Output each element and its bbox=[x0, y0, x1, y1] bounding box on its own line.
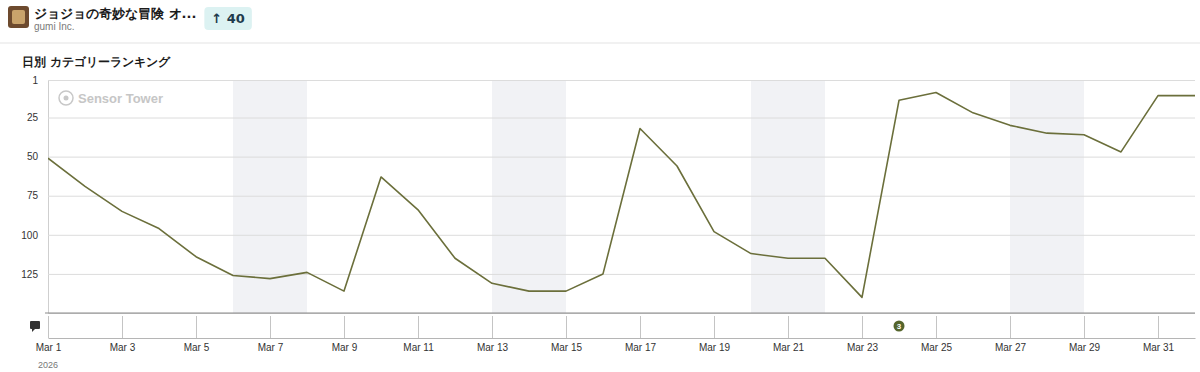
app-title: ジョジョの奇妙な冒険 オ... bbox=[34, 6, 196, 21]
x-tick: Mar 5 bbox=[184, 316, 210, 353]
change-badge: ↑ 40 bbox=[204, 7, 252, 30]
x-tick-line bbox=[344, 316, 345, 338]
x-tick-line bbox=[196, 316, 197, 338]
annotation-text: 3 bbox=[897, 322, 902, 331]
x-tick: Mar 31 bbox=[1143, 316, 1175, 353]
plot-marks bbox=[48, 93, 1195, 298]
x-tick: Mar 3 bbox=[110, 316, 136, 353]
x-tick-line bbox=[1010, 316, 1011, 338]
chart-root: ジョジョの奇妙な冒険 オ...gumi Inc. ↑ 40 日別 カテゴリーランキン… bbox=[0, 0, 1200, 372]
y-tick-label: 1 bbox=[32, 75, 38, 86]
comment-icon bbox=[30, 321, 40, 332]
watermark-icon bbox=[59, 91, 73, 105]
annotation-marker[interactable] bbox=[894, 321, 905, 332]
x-tick-label: Mar 27 bbox=[995, 342, 1027, 353]
header-separator bbox=[0, 43, 1200, 44]
watermark: Sensor Tower bbox=[59, 91, 163, 106]
x-tick-label: Mar 23 bbox=[847, 342, 879, 353]
y-tick-label: 125 bbox=[21, 269, 38, 280]
y-axis: 1255075100125 bbox=[21, 75, 1195, 314]
x-tick-line bbox=[492, 316, 493, 338]
x-tick-label: Mar 1 bbox=[36, 342, 62, 353]
app-publisher: gumi Inc. bbox=[34, 21, 75, 32]
x-tick-line bbox=[640, 316, 641, 338]
comment-icon-body bbox=[30, 321, 40, 329]
watermark-icon-dot bbox=[64, 96, 69, 101]
x-tick: Mar 21 bbox=[773, 316, 805, 353]
x-tick-line bbox=[566, 316, 567, 338]
x-tick-label: Mar 29 bbox=[1069, 342, 1101, 353]
x-tick: Mar 9 bbox=[332, 316, 358, 353]
x-year-label: 2026 bbox=[38, 360, 58, 370]
x-tick: Mar 19 bbox=[699, 316, 731, 353]
app-icon-face bbox=[12, 10, 25, 24]
x-tick-label: Mar 9 bbox=[332, 342, 358, 353]
x-tick: Mar 7 bbox=[258, 316, 284, 353]
x-tick: Mar 11 bbox=[403, 316, 434, 353]
grid-line bbox=[48, 235, 1195, 236]
x-axis-line bbox=[49, 338, 1196, 339]
y-axis-line bbox=[49, 81, 1196, 314]
y-tick-label: 100 bbox=[21, 230, 38, 241]
change-label: ↑ 40 bbox=[211, 11, 245, 26]
y-tick-label: 25 bbox=[27, 112, 39, 123]
grid-line bbox=[48, 80, 1195, 81]
y-tick-label: 50 bbox=[27, 151, 39, 162]
comment-icon-tail bbox=[32, 329, 35, 332]
x-tick-line bbox=[48, 316, 49, 338]
grid-line bbox=[48, 274, 1195, 275]
x-tick-label: Mar 17 bbox=[625, 342, 657, 353]
x-tick-line bbox=[418, 316, 419, 338]
x-tick: Mar 1 bbox=[36, 316, 62, 353]
x-tick-label: Mar 15 bbox=[551, 342, 583, 353]
chart-title: 日別 カテゴリーランキング bbox=[22, 55, 171, 69]
x-tick-line bbox=[122, 316, 123, 338]
x-tick-label: Mar 7 bbox=[258, 342, 284, 353]
x-tick-line bbox=[788, 316, 789, 338]
x-tick-label: Mar 5 bbox=[184, 342, 210, 353]
x-tick: Mar 23 bbox=[847, 316, 879, 353]
app-icon-bg bbox=[8, 6, 29, 28]
x-tick: Mar 25 bbox=[921, 316, 953, 353]
x-tick-label: Mar 31 bbox=[1143, 342, 1175, 353]
x-tick-label: Mar 3 bbox=[110, 342, 136, 353]
x-tick-label: Mar 21 bbox=[773, 342, 805, 353]
x-tick-label: Mar 19 bbox=[699, 342, 731, 353]
rank-line bbox=[48, 93, 1195, 298]
grid-line bbox=[48, 157, 1195, 158]
y-tick: 1 bbox=[32, 75, 1195, 86]
x-tick-line bbox=[714, 316, 715, 338]
annotation: 3 bbox=[894, 321, 905, 332]
y-tick: 50 bbox=[27, 151, 1195, 162]
plot-frame-bottom bbox=[45, 313, 1195, 314]
x-tick-label: Mar 13 bbox=[477, 342, 509, 353]
x-tick: Mar 13 bbox=[477, 316, 509, 353]
change-badge-bg bbox=[204, 7, 252, 30]
y-tick: 100 bbox=[21, 230, 1195, 241]
x-tick: Mar 17 bbox=[625, 316, 657, 353]
x-tick: Mar 15 bbox=[551, 316, 583, 353]
y-tick: 125 bbox=[21, 269, 1195, 280]
x-tick: Mar 29 bbox=[1069, 316, 1101, 353]
x-tick-line bbox=[862, 316, 863, 338]
y-tick: 25 bbox=[27, 112, 1195, 123]
grid-line bbox=[48, 118, 1195, 119]
x-tick-label: Mar 11 bbox=[403, 342, 434, 353]
y-tick-label: 75 bbox=[27, 190, 39, 201]
app-icon bbox=[8, 6, 29, 28]
x-tick-line bbox=[1084, 316, 1085, 338]
x-tick-line bbox=[1158, 316, 1159, 338]
x-tick-line bbox=[270, 316, 271, 338]
y-tick: 75 bbox=[27, 190, 1195, 201]
watermark-text: Sensor Tower bbox=[78, 91, 163, 106]
grid-line bbox=[48, 196, 1195, 197]
x-axis: Mar 1 Mar 3 Mar 5 Mar 7 Mar 9 Mar 11 Mar 13 Mar… bbox=[36, 316, 1196, 353]
x-tick-line bbox=[936, 316, 937, 338]
x-tick-label: Mar 25 bbox=[921, 342, 953, 353]
x-tick: Mar 27 bbox=[995, 316, 1027, 353]
